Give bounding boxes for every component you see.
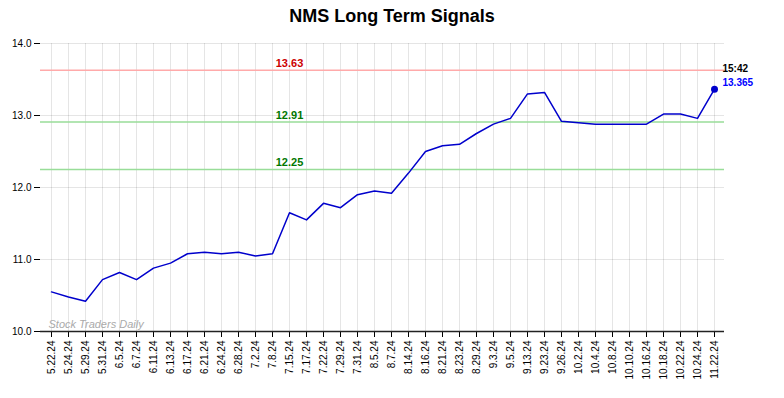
svg-text:6.5.24: 6.5.24	[114, 340, 125, 368]
svg-text:7.31.24: 7.31.24	[352, 340, 363, 374]
svg-text:7.2.24: 7.2.24	[250, 340, 261, 368]
svg-text:Stock Traders Daily: Stock Traders Daily	[49, 318, 146, 330]
svg-text:10.8.24: 10.8.24	[607, 340, 618, 374]
svg-text:10.16.24: 10.16.24	[641, 340, 652, 379]
svg-text:5.24.24: 5.24.24	[63, 340, 74, 374]
svg-text:6.21.24: 6.21.24	[199, 340, 210, 374]
svg-text:9.23.24: 9.23.24	[539, 340, 550, 374]
svg-text:6.11.24: 6.11.24	[148, 340, 159, 373]
svg-text:5.22.24: 5.22.24	[46, 340, 57, 374]
svg-text:8.16.24: 8.16.24	[420, 340, 431, 374]
svg-text:6.7.24: 6.7.24	[131, 340, 142, 368]
svg-text:11.0: 11.0	[13, 254, 32, 265]
svg-text:8.7.24: 8.7.24	[386, 340, 397, 368]
svg-text:10.10.24: 10.10.24	[624, 340, 635, 379]
svg-text:7.29.24: 7.29.24	[335, 340, 346, 374]
svg-text:5.29.24: 5.29.24	[80, 340, 91, 374]
svg-text:13.0: 13.0	[12, 110, 32, 121]
svg-text:7.8.24: 7.8.24	[267, 340, 278, 368]
svg-text:8.21.24: 8.21.24	[437, 340, 448, 374]
svg-text:13.63: 13.63	[276, 57, 304, 69]
svg-text:6.13.24: 6.13.24	[165, 340, 176, 374]
svg-text:6.17.24: 6.17.24	[182, 340, 193, 374]
svg-text:12.0: 12.0	[12, 182, 32, 193]
svg-text:12.25: 12.25	[276, 156, 304, 168]
svg-text:9.13.24: 9.13.24	[522, 340, 533, 374]
svg-text:9.26.24: 9.26.24	[556, 340, 567, 374]
svg-text:15:42: 15:42	[723, 63, 749, 74]
svg-text:10.0: 10.0	[12, 326, 32, 337]
svg-text:6.28.24: 6.28.24	[233, 340, 244, 374]
svg-text:8.14.24: 8.14.24	[403, 340, 414, 374]
svg-text:8.5.24: 8.5.24	[369, 340, 380, 368]
svg-text:7.15.24: 7.15.24	[284, 340, 295, 374]
svg-text:8.23.24: 8.23.24	[454, 340, 465, 374]
svg-text:14.0: 14.0	[12, 38, 32, 49]
svg-text:5.31.24: 5.31.24	[97, 340, 108, 374]
svg-text:11.22.24: 11.22.24	[709, 340, 720, 379]
svg-text:9.5.24: 9.5.24	[505, 340, 516, 368]
svg-text:8.29.24: 8.29.24	[471, 340, 482, 374]
svg-text:13.365: 13.365	[723, 77, 754, 88]
svg-text:12.91: 12.91	[276, 109, 304, 121]
svg-text:10.22.24: 10.22.24	[675, 340, 686, 379]
svg-text:7.22.24: 7.22.24	[318, 340, 329, 374]
svg-text:6.24.24: 6.24.24	[216, 340, 227, 374]
html-text:NMS Long Term Signals: NMS Long Term Signals	[289, 6, 495, 26]
svg-text:7.17.24: 7.17.24	[301, 340, 312, 374]
svg-text:9.3.24: 9.3.24	[488, 340, 499, 368]
svg-text:10.24.24: 10.24.24	[692, 340, 703, 379]
svg-text:10.4.24: 10.4.24	[590, 340, 601, 374]
svg-text:10.2.24: 10.2.24	[573, 340, 584, 374]
svg-text:10.18.24: 10.18.24	[658, 340, 669, 379]
